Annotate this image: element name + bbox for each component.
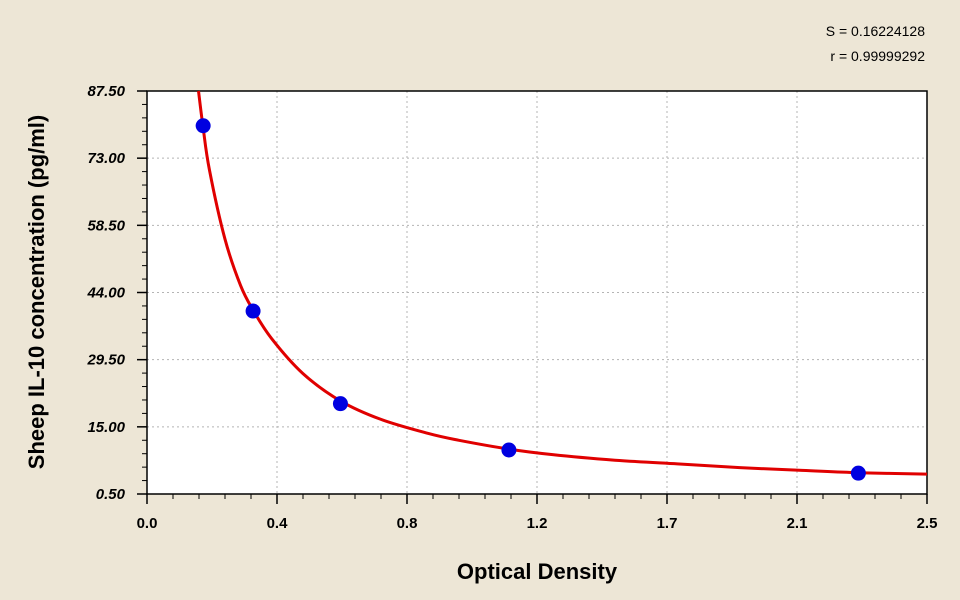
x-tick-label: 2.5 — [917, 515, 938, 532]
x-tick-labels: 0.0 0.4 0.8 1.2 1.7 2.1 2.5 — [137, 515, 938, 532]
x-tick-label: 0.8 — [397, 515, 418, 532]
x-axis-title: Optical Density — [457, 559, 618, 584]
fit-curve — [197, 90, 928, 476]
y-tick-label: 0.50 — [96, 486, 126, 503]
plot-frame — [146, 90, 928, 495]
y-tick-label: 73.00 — [87, 150, 125, 167]
s-value-label: S = 0.16224128 — [826, 23, 925, 39]
x-tick-label: 2.1 — [787, 515, 808, 532]
y-tick-label: 87.50 — [87, 83, 125, 100]
y-tick-label: 44.00 — [86, 285, 125, 302]
x-tick-label: 1.7 — [657, 515, 678, 532]
minor-ticks — [137, 90, 928, 504]
data-point — [501, 442, 517, 458]
data-points — [195, 118, 866, 481]
y-tick-label: 15.00 — [87, 419, 125, 436]
data-point — [332, 396, 348, 412]
data-point — [195, 118, 211, 134]
x-tick-label: 1.2 — [527, 515, 548, 532]
data-point — [245, 303, 261, 319]
x-tick-label: 0.4 — [267, 515, 289, 532]
data-point — [850, 465, 866, 481]
y-axis-title: Sheep IL-10 concentration (pg/ml) — [24, 115, 49, 469]
y-tick-label: 29.50 — [86, 352, 125, 369]
y-tick-labels: 0.50 15.00 29.50 44.00 58.50 73.00 87.50 — [86, 83, 125, 503]
grid-lines — [147, 91, 927, 494]
y-tick-label: 58.50 — [87, 217, 125, 234]
x-tick-label: 0.0 — [137, 515, 158, 532]
r-value-label: r = 0.99999292 — [830, 48, 925, 64]
